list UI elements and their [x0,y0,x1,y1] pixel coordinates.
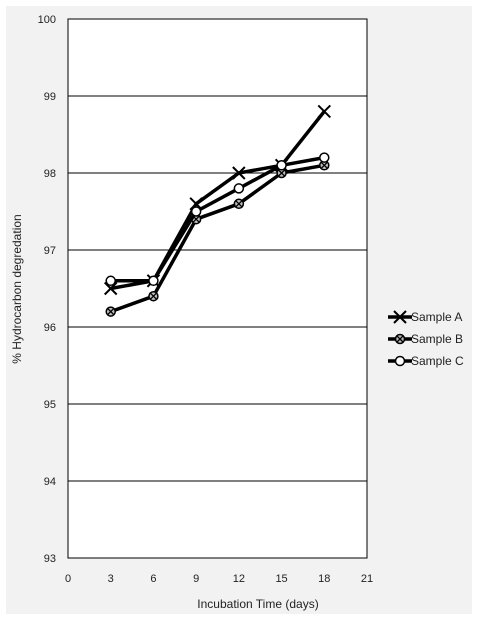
legend-label: Sample A [411,310,462,324]
data-point [393,310,407,324]
legend-item: Sample C [388,354,464,368]
x-tick-label: 18 [318,573,330,585]
data-point-cross [278,169,286,177]
data-point [319,152,330,163]
x-tick-label: 12 [233,573,245,585]
data-point-cross [149,292,157,300]
data-point [394,355,406,367]
x-tick-label: 6 [150,573,156,585]
data-point [232,166,246,180]
data-point-cross [320,161,328,169]
y-tick-label: 97 [44,245,56,257]
legend-item: Sample A [388,310,462,324]
series-line [110,155,325,283]
x-tick-label: 21 [361,573,373,585]
data-point [233,183,245,194]
grid-lines [68,95,367,482]
data-point-cross [396,335,404,343]
legend: Sample A Sample B Sample C [388,310,464,368]
data-point [105,275,116,287]
y-axis-label: % Hydrocarbon degredation [10,214,24,363]
x-tick-label: 9 [193,573,199,585]
data-point-cross [235,200,243,208]
data-point [189,197,203,211]
series-line [110,163,325,314]
x-tick-label: 15 [275,573,287,585]
data-point [276,160,287,171]
y-tick-label: 99 [44,91,56,103]
y-tick-label: 95 [44,399,56,411]
y-tick-label: 100 [38,14,56,26]
data-point-cross [107,308,115,316]
data-point [104,281,118,296]
y-tick-label: 93 [44,553,56,565]
y-tick-labels: 93 94 95 96 97 98 99 100 [38,14,56,565]
legend-label: Sample B [411,332,463,346]
series-3 [105,152,330,287]
legend-label: Sample C [411,354,464,368]
data-point [317,104,331,119]
y-tick-label: 98 [44,168,56,180]
x-axis-label: Incubation Time (days) [197,597,318,611]
data-point [148,275,159,287]
x-tick-labels: 0 3 6 9 12 15 18 21 [65,573,373,585]
data-point-cross [192,215,200,223]
x-tick-label: 3 [108,573,114,585]
y-tick-label: 94 [44,476,56,488]
legend-item: Sample B [388,332,463,346]
y-tick-label: 96 [44,322,56,334]
data-point [190,206,202,217]
x-tick-label: 0 [65,573,71,585]
series-group [104,104,331,317]
